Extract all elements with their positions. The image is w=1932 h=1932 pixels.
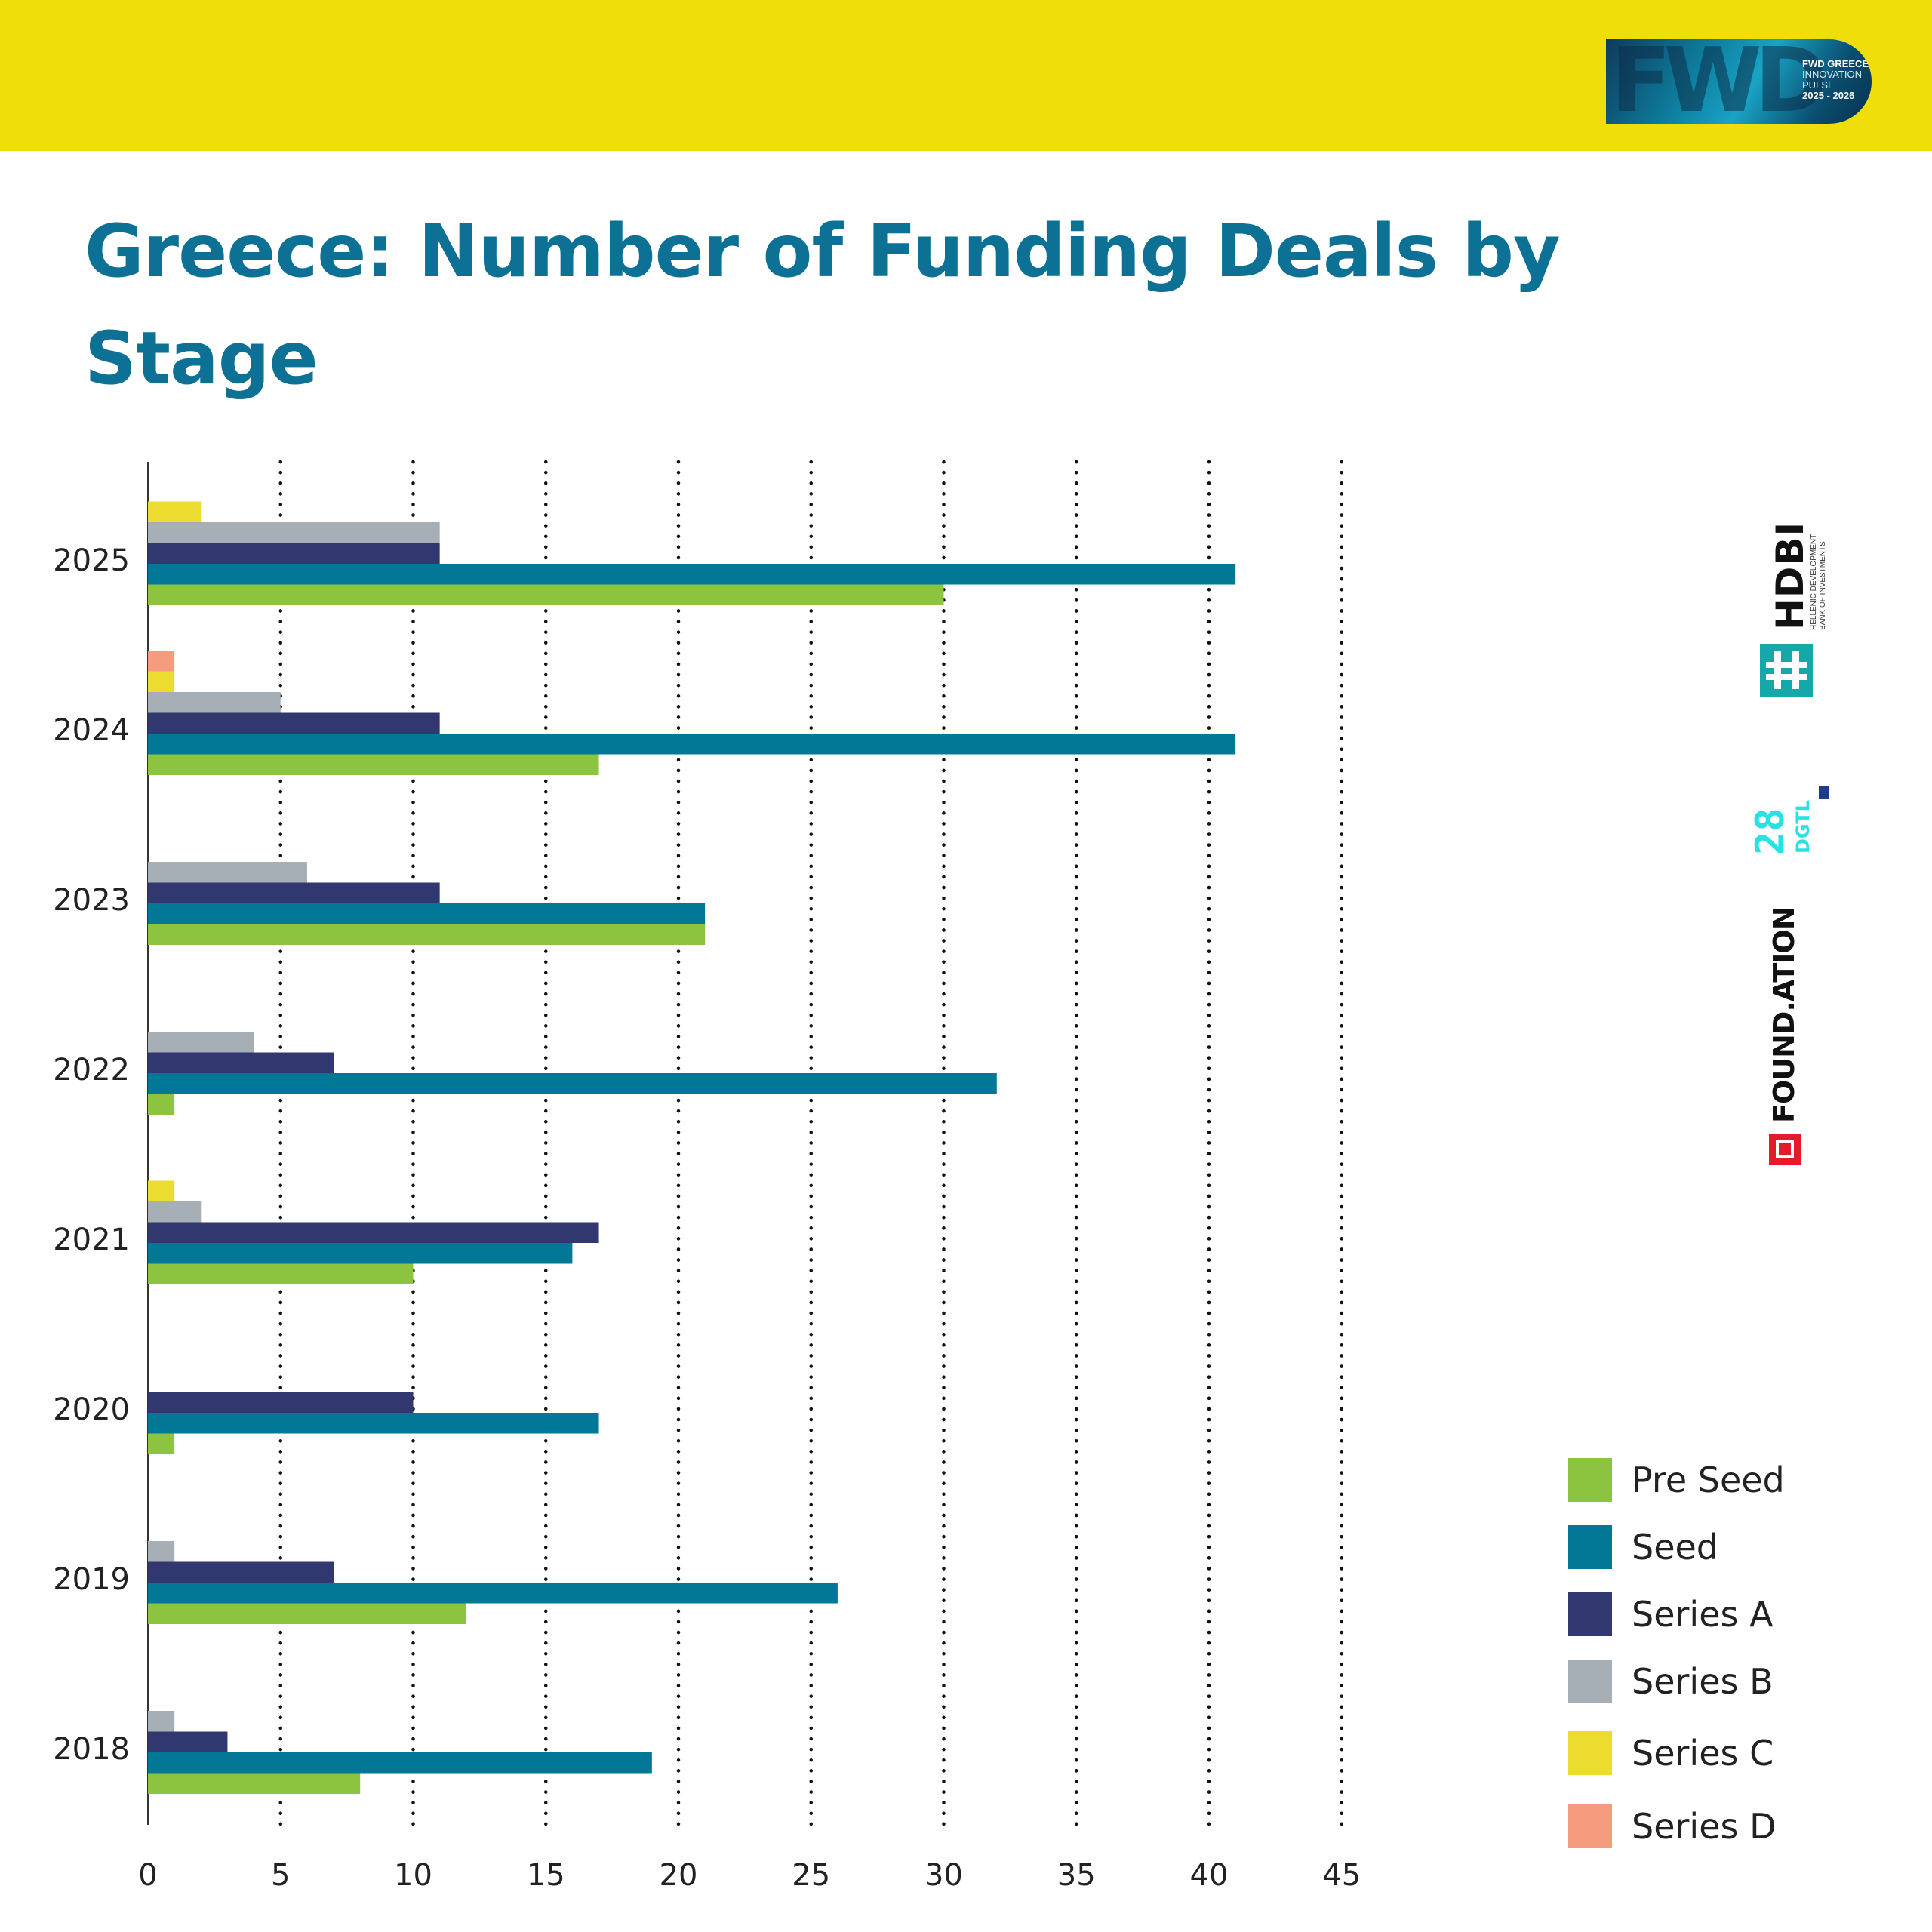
legend-swatch [1568,1458,1612,1502]
legend-label: Series A [1632,1594,1774,1635]
legend-item: Series C [1568,1731,1774,1775]
bar-seed [148,1243,573,1264]
foundation-name: FOUND.ATION [1767,906,1801,1123]
x-tick-label: 25 [792,1858,830,1893]
x-tick-label: 20 [660,1858,698,1893]
hdbi-mark-icon [1760,644,1813,697]
legend-item: Series A [1568,1592,1774,1636]
x-tick-label: 10 [394,1858,432,1893]
bar-series-a [148,1222,599,1243]
bar-series-b [148,1032,254,1053]
legend-swatch [1568,1660,1612,1703]
year-label: 2021 [53,1223,130,1257]
bar-seed [148,734,1236,755]
bar-series-a [148,712,440,734]
fwd-logo-caption: FWD GREECE INNOVATION PULSE 2025 - 2026 [1802,59,1869,101]
fwd-caption-line: INNOVATION [1802,69,1862,80]
year-label: 2018 [53,1732,130,1767]
legend-item: Pre Seed [1568,1458,1785,1502]
bar-series-d [148,651,175,672]
bar-series-b [148,1541,175,1562]
legend-label: Pre Seed [1632,1460,1785,1500]
x-tick-label: 0 [138,1858,157,1893]
bar-pre-seed [148,754,599,775]
dgtl-logo: 28 DGTL [1748,781,1832,857]
fwd-logo-letters: FWD [1611,39,1829,124]
year-label: 2020 [53,1392,130,1427]
bar-pre-seed [148,924,706,945]
bar-series-b [148,1711,175,1732]
fwd-caption-line: FWD GREECE [1802,58,1869,69]
bar-series-b [148,692,281,713]
legend-swatch [1568,1592,1612,1636]
header-banner: FWD FWD GREECE INNOVATION PULSE 2025 - 2… [0,0,1932,151]
bar-pre-seed [148,584,944,605]
x-tick-label: 35 [1057,1858,1096,1893]
dgtl-number: 28 [1748,808,1793,855]
bar-pre-seed [148,1773,361,1794]
legend-label: Seed [1632,1527,1718,1567]
bar-series-c [148,671,175,692]
bar-seed [148,1413,599,1434]
bar-seed [148,1073,997,1094]
year-label: 2024 [53,713,130,748]
year-label: 2022 [53,1053,130,1088]
hdbi-name: HDBI [1768,521,1812,630]
bar-series-a [148,543,440,564]
bar-series-a [148,1052,334,1073]
bar-seed [148,903,706,924]
bar-series-b [148,862,307,883]
legend-label: Series C [1632,1733,1774,1774]
legend-label: Series D [1632,1806,1777,1847]
bar-series-a [148,1392,414,1413]
x-tick-label: 30 [924,1858,963,1893]
bar-series-c [148,1180,175,1201]
bar-pre-seed [148,1094,175,1115]
year-label: 2019 [53,1562,130,1597]
bar-series-b [148,1201,202,1223]
foundation-mark-icon [1769,1134,1801,1165]
legend-item: Seed [1568,1525,1718,1569]
bar-seed [148,1583,838,1604]
legend-swatch [1568,1804,1612,1848]
bar-series-a [148,882,440,903]
fwd-logo: FWD FWD GREECE INNOVATION PULSE 2025 - 2… [1606,39,1872,124]
bar-series-b [148,522,440,543]
bar-series-c [148,501,202,522]
chart-title: Greece: Number of Funding Deals by Stage [85,209,1561,401]
x-tick-label: 5 [271,1858,290,1893]
bar-seed [148,564,1236,585]
bar-seed [148,1752,652,1774]
bar-pre-seed [148,1263,414,1284]
foundation-logo: FOUND.ATION [1766,906,1811,1170]
x-tick-label: 40 [1190,1858,1229,1893]
year-label: 2023 [53,883,130,918]
bar-pre-seed [148,1603,466,1624]
dgtl-label: DGTL [1792,800,1814,854]
hdbi-logo: HDBI HELLENIC DEVELOPMENT BANK OF INVEST… [1755,521,1827,706]
hdbi-subtitle-1: HELLENIC DEVELOPMENT [1810,534,1818,630]
bar-pre-seed [148,1433,175,1454]
legend-swatch [1568,1731,1612,1775]
fwd-caption-line: PULSE [1802,79,1835,91]
x-tick-label: 45 [1322,1858,1361,1893]
legend-swatch [1568,1525,1612,1569]
legend-label: Series B [1632,1661,1774,1702]
bar-series-a [148,1731,228,1752]
eu-flag-icon [1819,786,1829,799]
x-tick-label: 15 [527,1858,565,1893]
bar-series-a [148,1561,334,1583]
year-label: 2025 [53,543,130,578]
legend-item: Series B [1568,1660,1774,1703]
legend-item: Series D [1568,1804,1777,1848]
hdbi-subtitle-2: BANK OF INVESTMENTS [1819,541,1827,630]
fwd-caption-line: 2025 - 2026 [1802,90,1855,101]
